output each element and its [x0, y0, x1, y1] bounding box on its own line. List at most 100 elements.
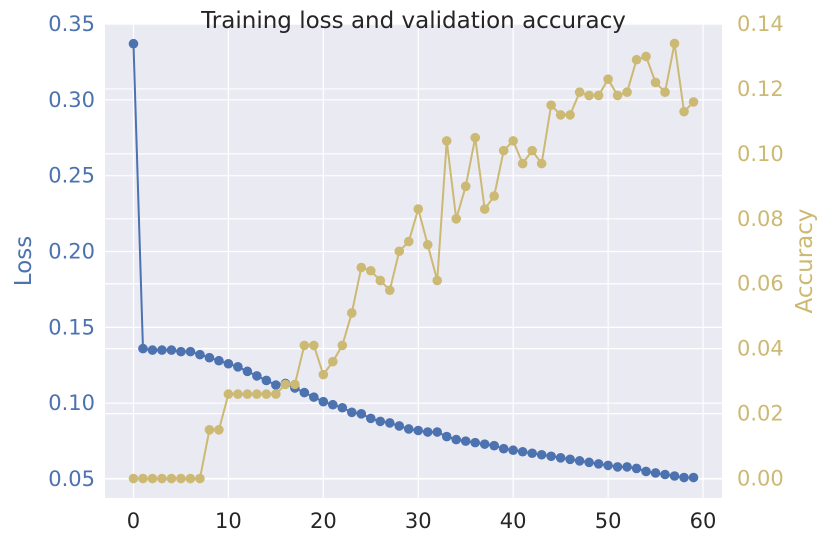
y-axis-left-ticks: 0.05 0.10 0.15 0.20 0.25 0.30 0.35 — [48, 12, 95, 491]
loss-point — [612, 462, 623, 472]
x-tick-label: 10 — [215, 509, 242, 533]
accuracy-point — [176, 473, 186, 484]
loss-point — [299, 387, 310, 398]
accuracy-point — [479, 204, 490, 214]
accuracy-point — [195, 473, 205, 484]
loss-point — [365, 413, 376, 424]
y-tick-label-left: 0.30 — [48, 88, 95, 112]
y-tick-label-right: 0.08 — [737, 207, 784, 231]
accuracy-point — [242, 389, 253, 399]
y-axis-left-label: Loss — [11, 236, 37, 286]
accuracy-point — [138, 473, 148, 484]
accuracy-point — [157, 473, 167, 484]
y-tick-label-right: 0.14 — [737, 12, 784, 36]
loss-point — [660, 469, 670, 480]
x-axis-ticks: 0 10 20 30 40 50 60 — [127, 509, 717, 533]
y-tick-label-right: 0.12 — [737, 77, 784, 101]
loss-point — [157, 345, 167, 355]
plot-area — [105, 24, 722, 498]
loss-point — [508, 445, 518, 456]
accuracy-point — [508, 136, 518, 146]
loss-point — [347, 407, 357, 418]
loss-point — [441, 431, 452, 442]
y-tick-label-right: 0.10 — [737, 142, 784, 166]
accuracy-point — [128, 473, 139, 484]
accuracy-point — [328, 356, 338, 367]
loss-point — [593, 459, 604, 469]
accuracy-point — [271, 389, 281, 399]
accuracy-point — [688, 97, 699, 107]
accuracy-point — [432, 275, 443, 286]
accuracy-point — [593, 90, 604, 101]
accuracy-point — [365, 265, 376, 276]
loss-point — [195, 349, 205, 360]
y-tick-label-right: 0.02 — [737, 402, 784, 426]
accuracy-point — [214, 425, 224, 435]
chart-title: Training loss and validation accuracy — [200, 8, 626, 34]
x-tick-label: 0 — [127, 509, 140, 533]
loss-point — [384, 418, 395, 428]
accuracy-point — [261, 389, 272, 399]
accuracy-point — [546, 100, 556, 110]
accuracy-point — [309, 340, 319, 351]
accuracy-point — [574, 87, 585, 97]
x-tick-label: 60 — [690, 509, 717, 533]
accuracy-point — [337, 340, 348, 351]
y-tick-label-right: 0.00 — [737, 467, 784, 491]
accuracy-point — [536, 158, 547, 169]
series-layer — [128, 38, 699, 484]
loss-point — [574, 456, 585, 466]
accuracy-point — [631, 54, 642, 65]
y-tick-label-left: 0.10 — [48, 391, 95, 415]
loss-point — [527, 448, 537, 459]
x-tick-label: 30 — [405, 509, 432, 533]
loss-point — [479, 439, 490, 449]
loss-point — [517, 446, 528, 457]
loss-point — [584, 457, 594, 468]
loss-point — [128, 38, 139, 49]
loss-point — [403, 424, 414, 434]
accuracy-point — [679, 106, 689, 117]
accuracy-point — [603, 74, 613, 84]
y-tick-label-left: 0.15 — [48, 315, 95, 339]
loss-point — [204, 352, 215, 363]
loss-point — [233, 361, 243, 372]
y-tick-label-left: 0.35 — [48, 12, 95, 36]
y-tick-label-left: 0.05 — [48, 467, 95, 491]
x-tick-label: 40 — [500, 509, 527, 533]
loss-point — [242, 366, 253, 377]
y-axis-right-label: Accuracy — [792, 208, 818, 313]
loss-point — [223, 358, 234, 369]
accuracy-point — [422, 239, 433, 250]
loss-point — [470, 437, 481, 448]
loss-point — [422, 427, 433, 437]
loss-point — [565, 454, 575, 465]
x-tick-label: 50 — [595, 509, 622, 533]
accuracy-point — [584, 90, 594, 101]
accuracy-point — [441, 136, 452, 146]
accuracy-point — [147, 473, 158, 484]
loss-point — [622, 462, 632, 472]
accuracy-point — [451, 213, 462, 224]
loss-point — [679, 472, 689, 483]
loss-point — [176, 346, 186, 357]
loss-point — [536, 449, 547, 460]
accuracy-point — [622, 87, 632, 97]
loss-point — [498, 443, 509, 454]
accuracy-point — [612, 90, 623, 101]
accuracy-point — [650, 77, 661, 88]
loss-point — [650, 468, 661, 478]
accuracy-point — [280, 379, 291, 390]
loss-point — [375, 416, 386, 427]
accuracy-point — [470, 132, 481, 143]
loss-point — [185, 346, 196, 357]
accuracy-point — [527, 145, 537, 156]
accuracy-point — [669, 38, 680, 49]
accuracy-point — [660, 87, 670, 97]
accuracy-point — [347, 308, 357, 318]
loss-point — [318, 396, 329, 407]
loss-point — [261, 375, 272, 386]
loss-point — [394, 421, 405, 431]
accuracy-point — [489, 191, 499, 201]
accuracy-point — [460, 181, 471, 192]
